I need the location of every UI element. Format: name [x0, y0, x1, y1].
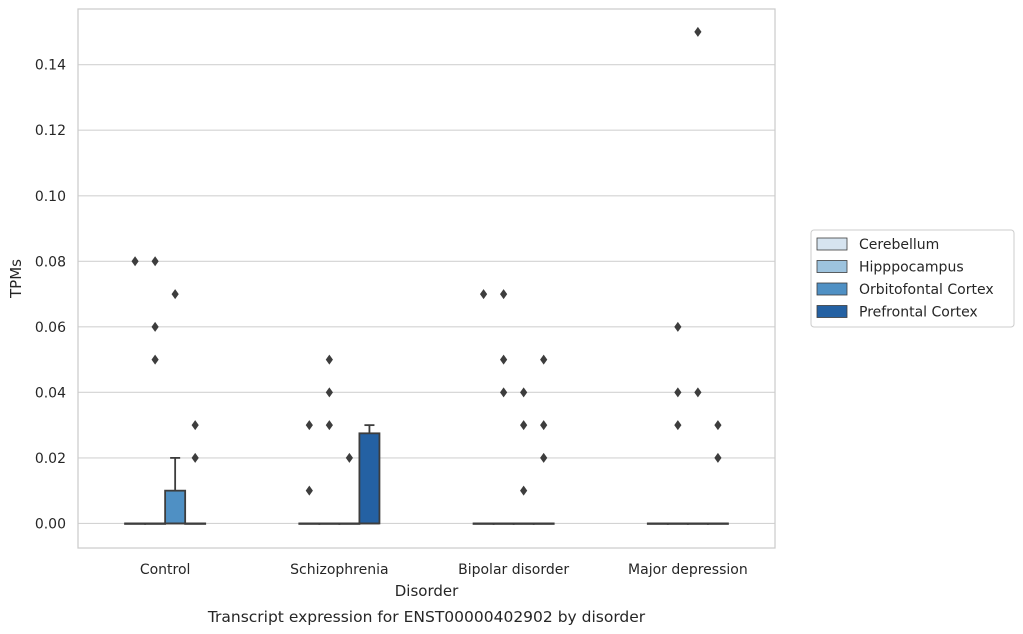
outlier-point [191, 452, 199, 463]
outlier-point [500, 289, 508, 300]
outlier-point [500, 354, 508, 365]
outliers [131, 26, 722, 496]
outlier-point [325, 354, 333, 365]
outlier-point [694, 26, 702, 37]
outlier-point [479, 289, 488, 300]
legend-swatch [816, 282, 848, 296]
legend-entry: Hipppocampus [859, 260, 964, 276]
outlier-point [714, 452, 722, 463]
y-axis-ticks: 0.00 0.02 0.04 0.06 0.08 0.10 0.12 0.14 [35, 58, 66, 533]
outlier-point [520, 387, 528, 398]
outlier-point [540, 354, 548, 365]
outlier-point [131, 256, 139, 267]
y-tick-label: 0.08 [35, 254, 66, 270]
outlier-point [674, 420, 682, 431]
legend: Cerebellum Hipppocampus Orbitofontal Corte… [810, 229, 1015, 328]
plot-frame [77, 8, 776, 549]
box [164, 489, 187, 525]
outlier-point [520, 420, 528, 431]
x-tick-label: Bipolar disorder [458, 562, 569, 578]
outlier-point [325, 387, 333, 398]
outlier-point [305, 485, 313, 496]
chart-caption: Transcript expression for ENST0000040290… [207, 608, 646, 626]
outlier-point [540, 420, 548, 431]
x-tick-label: Schizophrenia [290, 562, 388, 578]
x-axis-ticks: Control Schizophrenia Bipolar disorder Majo… [140, 562, 748, 578]
y-tick-label: 0.00 [35, 516, 66, 532]
outlier-point [674, 387, 682, 398]
y-tick-label: 0.04 [35, 385, 66, 401]
outlier-point [500, 387, 508, 398]
y-tick-label: 0.10 [35, 189, 66, 205]
x-tick-label: Major depression [628, 562, 748, 578]
y-tick-label: 0.12 [35, 123, 66, 139]
gridlines [78, 64, 775, 524]
legend-entry: Prefrontal Cortex [859, 305, 978, 321]
outlier-point [171, 289, 179, 300]
outlier-point [151, 354, 159, 365]
outlier-point [151, 321, 159, 332]
outlier-point [520, 485, 528, 496]
legend-frame [810, 229, 1015, 328]
outlier-point [345, 452, 353, 463]
legend-swatch [816, 305, 848, 318]
y-tick-label: 0.14 [35, 58, 66, 74]
outlier-point [674, 321, 682, 332]
x-tick-label: Control [140, 562, 191, 578]
outlier-point [151, 256, 159, 267]
legend-swatch [816, 237, 848, 251]
legend-entry: Cerebellum [859, 237, 939, 253]
legend-swatch [816, 260, 848, 273]
box [358, 432, 381, 525]
y-tick-label: 0.06 [35, 320, 66, 336]
outlier-point [305, 420, 313, 431]
outlier-point [540, 452, 548, 463]
outlier-point [694, 387, 702, 398]
y-axis-label: TPMs [7, 259, 25, 299]
outlier-point [714, 420, 722, 431]
legend-entry: Orbitofontal Cortex [859, 282, 994, 298]
x-axis-label: Disorder [395, 582, 459, 600]
outlier-point [325, 420, 333, 431]
boxes [124, 424, 729, 525]
outlier-point [191, 420, 199, 431]
y-tick-label: 0.02 [35, 451, 66, 467]
